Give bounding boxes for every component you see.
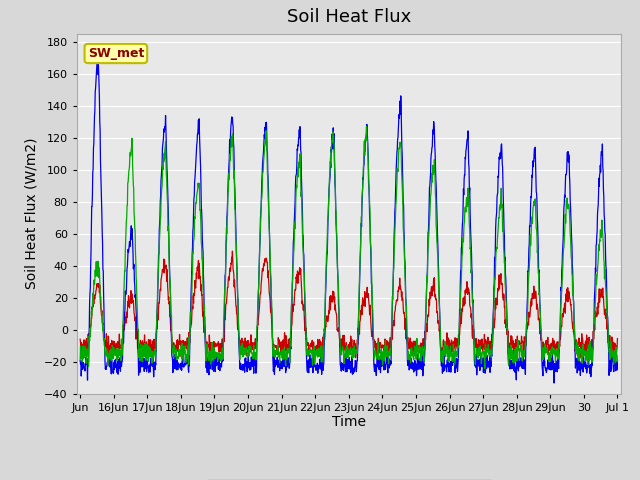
SHF3 xyxy=(555,352,563,358)
X-axis label: Time: Time xyxy=(332,415,366,430)
Line: SHF2: SHF2 xyxy=(80,59,618,383)
SHF3 xyxy=(614,359,621,364)
SHF1 xyxy=(228,248,236,254)
SHF1 xyxy=(325,308,333,314)
SHF1 xyxy=(555,339,563,345)
SHF3 xyxy=(324,206,332,212)
SHF1 xyxy=(607,349,615,355)
Y-axis label: Soil Heat Flux (W/m2): Soil Heat Flux (W/m2) xyxy=(25,138,38,289)
SHF1 xyxy=(476,344,484,349)
SHF3 xyxy=(607,354,615,360)
SHF2 xyxy=(325,200,333,206)
SHF2 xyxy=(93,56,101,62)
SHF1 xyxy=(614,336,621,341)
Title: Soil Heat Flux: Soil Heat Flux xyxy=(287,9,411,26)
SHF2 xyxy=(555,366,563,372)
SHF2 xyxy=(161,128,168,133)
SHF2 xyxy=(614,360,621,365)
SHF1 xyxy=(161,270,168,276)
SHF2 xyxy=(550,380,558,386)
Line: SHF3: SHF3 xyxy=(80,127,618,369)
SHF3 xyxy=(335,285,342,290)
SHF1 xyxy=(335,326,342,332)
Line: SHF1: SHF1 xyxy=(80,251,618,361)
SHF3 xyxy=(476,345,483,351)
SHF2 xyxy=(476,361,483,367)
SHF3 xyxy=(76,357,84,362)
SHF2 xyxy=(76,358,84,363)
SHF3 xyxy=(363,124,371,130)
SHF3 xyxy=(481,366,488,372)
SHF2 xyxy=(607,361,615,367)
Text: SW_met: SW_met xyxy=(88,47,144,60)
SHF3 xyxy=(161,150,168,156)
SHF2 xyxy=(335,306,342,312)
SHF1 xyxy=(76,336,84,342)
SHF1 xyxy=(439,359,447,364)
